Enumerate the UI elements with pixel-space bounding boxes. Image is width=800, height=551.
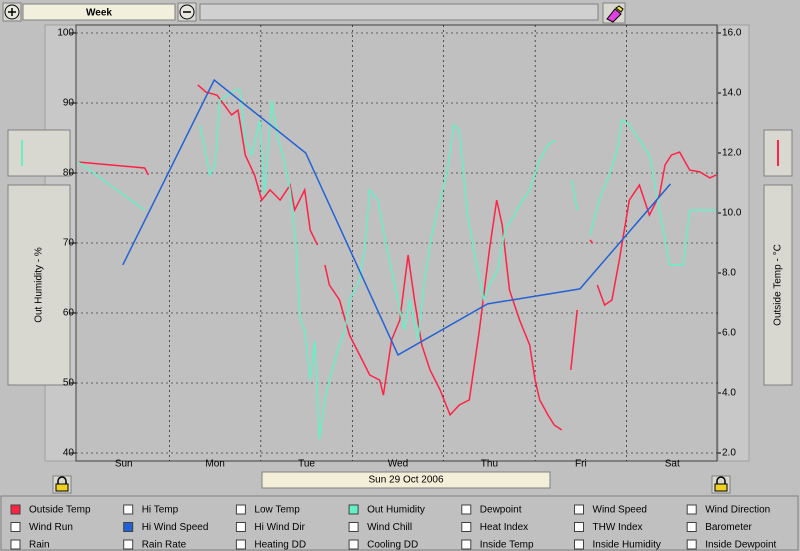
y2-tick-label: 12.0: [722, 148, 742, 159]
date-box: [261, 471, 551, 489]
legend-checkbox[interactable]: [686, 504, 697, 515]
legend-label: Out Humidity: [367, 505, 425, 516]
right-axis-title-box: [763, 184, 793, 386]
y2-tick-label: 6.0: [722, 328, 736, 339]
y-tick-label: 80: [63, 168, 75, 179]
legend-checkbox[interactable]: [10, 504, 21, 515]
y2-axis-title: Outside Temp - °C: [773, 244, 784, 326]
legend-checkbox[interactable]: [123, 539, 134, 550]
x-axis-title: Sun 29 Oct 2006: [368, 475, 443, 486]
y2-tick-label: 2.0: [722, 448, 736, 459]
legend-checkbox[interactable]: [686, 522, 697, 532]
left-lock-button[interactable]: [52, 475, 72, 494]
y2-tick-label: 14.0: [722, 88, 742, 99]
zoom-in-button[interactable]: [2, 2, 22, 22]
legend-checkbox[interactable]: [123, 522, 134, 532]
series-line: [77, 84, 717, 431]
y-tick-label: 90: [63, 98, 75, 109]
x-tick-label: Wed: [388, 459, 408, 470]
y2-tick-label: 10.0: [722, 208, 742, 219]
legend-label: Inside Dewpoint: [705, 540, 776, 551]
legend-checkbox[interactable]: [348, 539, 359, 550]
legend-label: Rain Rate: [142, 540, 187, 551]
legend-label: Wind Direction: [705, 505, 770, 516]
y-tick-label: 40: [63, 448, 75, 459]
y-tick-label: 70: [63, 238, 75, 249]
series-line: [122, 78, 672, 356]
legend-checkbox[interactable]: [574, 539, 584, 550]
x-tick-label: Sun: [115, 459, 133, 470]
legend-label: Outside Temp: [29, 505, 91, 516]
legend-label: Inside Humidity: [593, 540, 661, 551]
x-tick-label: Mon: [205, 459, 224, 470]
legend-label: Cooling DD: [367, 540, 418, 551]
legend-checkbox[interactable]: [10, 539, 21, 550]
legend-label: Wind Chill: [367, 522, 412, 533]
x-tick-label: Fri: [575, 459, 587, 470]
range-label: Week: [86, 8, 112, 19]
legend-panel: [0, 495, 799, 551]
y-axis-title: Out Humidity - %: [34, 247, 45, 323]
legend-checkbox[interactable]: [123, 504, 134, 515]
eraser-button[interactable]: [602, 2, 626, 24]
legend-label: Rain: [29, 540, 50, 551]
scroll-bar[interactable]: [199, 3, 599, 21]
legend-checkbox[interactable]: [10, 522, 21, 532]
legend-checkbox[interactable]: [461, 539, 472, 550]
y-tick-label: 60: [63, 308, 75, 319]
legend-checkbox[interactable]: [686, 539, 697, 550]
y-tick-label: 100: [57, 28, 74, 39]
legend-label: Low Temp: [254, 505, 300, 516]
legend-label: Hi Temp: [142, 505, 179, 516]
legend-checkbox[interactable]: [574, 522, 584, 532]
legend-label: Heating DD: [254, 540, 306, 551]
legend-checkbox[interactable]: [461, 522, 472, 532]
range-selector[interactable]: [22, 3, 176, 21]
y2-tick-label: 8.0: [722, 268, 736, 279]
zoom-out-button[interactable]: [177, 2, 197, 22]
x-tick-label: Thu: [481, 459, 498, 470]
y-tick-label: 50: [63, 378, 75, 389]
right-lock-button[interactable]: [711, 475, 731, 494]
right-axis-panel: [717, 24, 750, 462]
x-tick-label: Tue: [298, 459, 315, 470]
legend-label: Hi Wind Dir: [254, 522, 305, 533]
left-axis-title-box: [7, 184, 71, 386]
legend-label: Wind Speed: [593, 505, 647, 516]
series-line: [77, 88, 717, 440]
legend-checkbox[interactable]: [235, 539, 246, 550]
legend-label: Inside Temp: [480, 540, 534, 551]
legend-checkbox[interactable]: [461, 504, 472, 515]
x-tick-label: Sat: [665, 459, 680, 470]
legend-label: Barometer: [705, 522, 752, 533]
legend-checkbox[interactable]: [348, 522, 359, 532]
legend-label: THW Index: [593, 522, 643, 533]
y2-tick-label: 4.0: [722, 388, 736, 399]
legend-checkbox[interactable]: [574, 504, 584, 515]
legend-label: Heat Index: [480, 522, 528, 533]
legend-label: Wind Run: [29, 522, 73, 533]
legend-checkbox[interactable]: [348, 504, 359, 515]
legend-checkbox[interactable]: [235, 522, 246, 532]
left-series-button[interactable]: [7, 129, 71, 177]
legend-label: Hi Wind Speed: [142, 522, 209, 533]
legend-checkbox[interactable]: [235, 504, 246, 515]
y2-tick-label: 16.0: [722, 28, 742, 39]
legend-label: Dewpoint: [480, 505, 522, 516]
